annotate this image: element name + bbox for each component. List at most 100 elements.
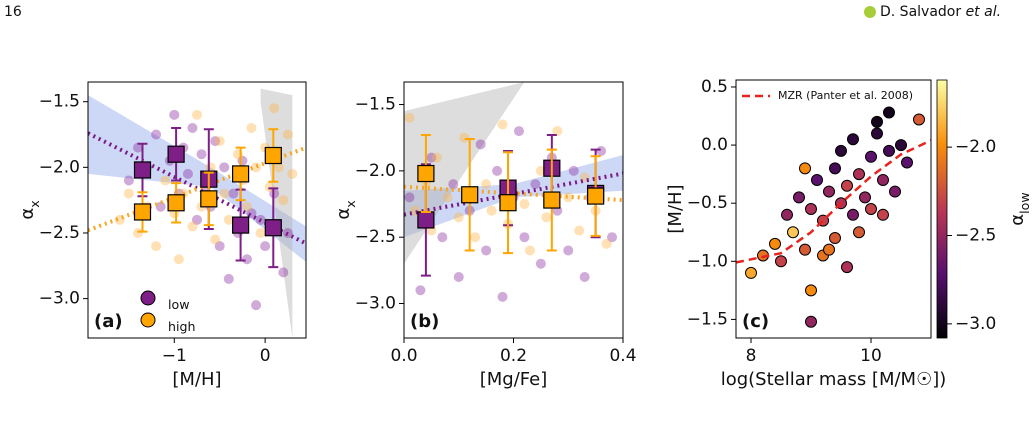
y-tick-label: −1.5 xyxy=(355,95,396,115)
binned-mean xyxy=(417,211,435,229)
data-point xyxy=(781,208,793,221)
y-axis-label: αx xyxy=(17,200,42,220)
binned-mean xyxy=(167,194,185,212)
data-point xyxy=(563,245,574,256)
data-point xyxy=(192,214,202,225)
data-point xyxy=(287,168,298,179)
y-axis-label: [M/H] xyxy=(665,184,686,233)
y-tick-label: −1.0 xyxy=(687,251,728,271)
data-point xyxy=(497,119,508,130)
legend-marker xyxy=(140,290,156,306)
data-point xyxy=(187,122,198,133)
data-point xyxy=(246,122,257,133)
data-point xyxy=(787,226,799,239)
data-point xyxy=(596,145,607,156)
x-axis-label: [Mg/Fe] xyxy=(480,369,548,390)
data-point xyxy=(241,201,252,212)
data-point xyxy=(805,203,817,215)
y-tick-label: −3.0 xyxy=(355,294,396,314)
data-point xyxy=(123,175,134,186)
data-point xyxy=(169,109,180,120)
y-tick-label: 0.5 xyxy=(701,77,728,97)
colorbar-tick-label: −2.5 xyxy=(955,226,996,246)
data-point xyxy=(841,261,853,274)
data-point xyxy=(823,243,835,256)
data-point xyxy=(187,221,198,232)
legend-label: MZR (Panter et al. 2008) xyxy=(778,89,913,102)
data-point xyxy=(574,225,585,236)
data-point xyxy=(210,234,221,245)
data-point xyxy=(871,115,883,128)
plot-area xyxy=(736,106,931,328)
data-point xyxy=(799,243,811,256)
panel-label: (a) xyxy=(94,311,123,332)
binned-mean xyxy=(232,165,250,183)
binned-mean xyxy=(264,219,282,237)
y-tick-label: −1.5 xyxy=(39,92,80,112)
colorbar-label-symbol: α xyxy=(1007,214,1028,226)
data-point xyxy=(251,300,262,311)
data-point xyxy=(847,133,859,146)
data-point xyxy=(519,199,530,210)
data-point xyxy=(453,212,464,223)
data-point xyxy=(524,245,535,256)
data-point xyxy=(251,162,262,173)
orcid-icon xyxy=(864,6,876,18)
data-point xyxy=(913,113,925,126)
data-point xyxy=(182,168,193,179)
data-point xyxy=(415,285,426,296)
binned-mean xyxy=(543,191,561,209)
author: D. Salvador et al. xyxy=(880,4,1001,20)
data-point xyxy=(426,152,437,163)
data-point xyxy=(841,179,853,192)
y-tick-label: −2.5 xyxy=(355,227,396,247)
data-point xyxy=(829,232,841,245)
y-tick-label: −0.5 xyxy=(687,193,728,213)
author-name: D. Salvador xyxy=(880,4,961,20)
data-point xyxy=(255,227,266,238)
data-point xyxy=(210,136,221,147)
x-tick-label: 8 xyxy=(746,346,757,366)
data-point xyxy=(859,191,871,204)
page-number: 16 xyxy=(4,4,22,20)
y-axis-label-sub: x xyxy=(27,200,42,208)
x-tick-label: 0 xyxy=(260,346,271,366)
data-point xyxy=(607,232,618,243)
data-point xyxy=(470,232,481,243)
data-point xyxy=(278,267,289,278)
y-tick-label: 0.0 xyxy=(701,135,728,155)
data-point xyxy=(769,237,781,250)
data-point xyxy=(865,150,877,163)
data-point xyxy=(745,266,757,279)
data-point xyxy=(805,284,817,297)
data-point xyxy=(895,139,907,152)
data-point xyxy=(492,165,503,176)
data-point xyxy=(889,185,901,198)
data-point xyxy=(853,226,865,239)
y-tick-label: −1.5 xyxy=(687,309,728,329)
data-point xyxy=(847,208,859,221)
data-point xyxy=(151,241,162,252)
data-point xyxy=(475,139,486,150)
binned-mean xyxy=(417,164,435,183)
data-point xyxy=(269,103,280,114)
data-point xyxy=(481,245,492,256)
data-point xyxy=(173,254,184,265)
y-axis-label-symbol: α xyxy=(333,208,354,220)
binned-mean xyxy=(133,203,152,221)
data-point xyxy=(151,129,162,140)
data-point xyxy=(219,188,230,199)
data-point xyxy=(811,173,823,186)
data-point xyxy=(513,126,524,137)
data-point xyxy=(541,212,552,223)
y-tick-label: −2.0 xyxy=(355,161,396,181)
data-point xyxy=(264,182,275,193)
data-point xyxy=(793,191,805,204)
data-point xyxy=(579,271,590,282)
y-tick-label: −3.0 xyxy=(39,289,80,309)
binned-mean xyxy=(461,186,479,204)
colorbar-tick-label: −2.0 xyxy=(955,137,996,157)
data-point xyxy=(497,291,508,302)
data-point xyxy=(214,241,225,252)
